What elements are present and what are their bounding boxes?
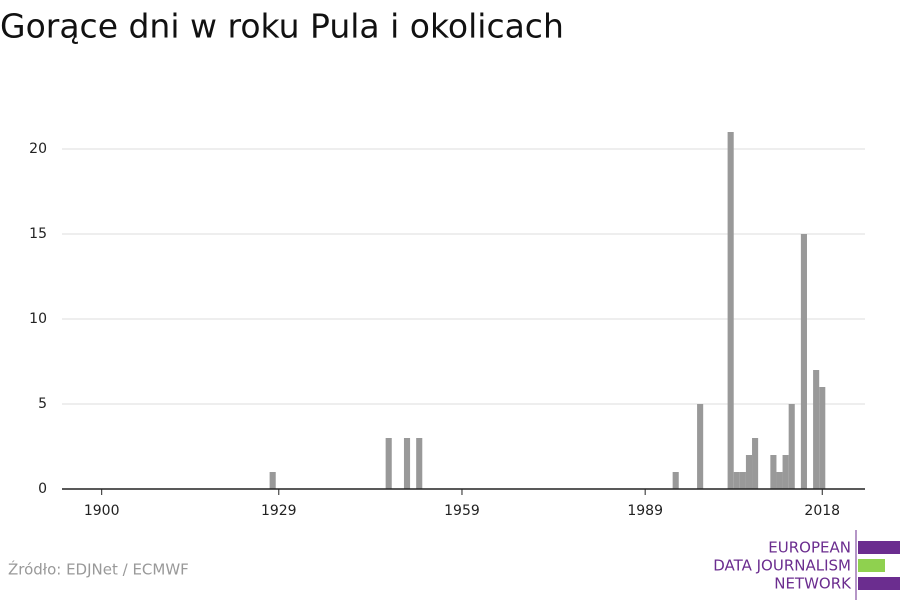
bar: [745, 455, 753, 489]
logo-bar: [858, 559, 885, 572]
bar: [800, 234, 807, 489]
y-tick-label: 0: [38, 481, 47, 497]
source: Źródło: EDJNet / ECMWF: [8, 560, 189, 579]
y-tick-label: 10: [29, 311, 47, 327]
bar: [403, 438, 411, 489]
bar: [813, 370, 820, 489]
bar: [416, 438, 423, 489]
y-tick-label: 5: [38, 396, 47, 412]
bar: [727, 132, 734, 489]
x-tick-label: 1929: [261, 503, 297, 519]
bar: [782, 455, 789, 489]
bar: [770, 455, 777, 489]
logo-text: NETWORK: [774, 575, 852, 593]
bar: [752, 438, 759, 489]
bar: [788, 404, 795, 489]
logo-bar: [858, 577, 900, 590]
logo: EUROPEAN DATA JOURNALISM NETWORK: [713, 530, 900, 600]
logo-text: EUROPEAN: [768, 539, 851, 557]
x-tick-label: 1989: [627, 503, 663, 519]
bar: [739, 472, 746, 489]
bar: [776, 472, 783, 489]
x-tick-label: 1959: [444, 503, 480, 519]
bar: [672, 472, 679, 489]
y-tick-label: 15: [29, 226, 47, 242]
logo-text: DATA JOURNALISM: [713, 557, 851, 575]
y-tick-label: 20: [29, 141, 47, 157]
chart-title: Gorące dni w roku Pula i okolicach: [0, 7, 564, 46]
x-tick-label: 1900: [84, 503, 120, 519]
logo-bar: [858, 541, 900, 554]
bar: [819, 387, 826, 489]
x-tick-label: 2018: [804, 503, 840, 519]
bar: [733, 472, 740, 489]
bar: [269, 472, 276, 489]
bar: [385, 438, 392, 489]
bar: [697, 404, 704, 489]
